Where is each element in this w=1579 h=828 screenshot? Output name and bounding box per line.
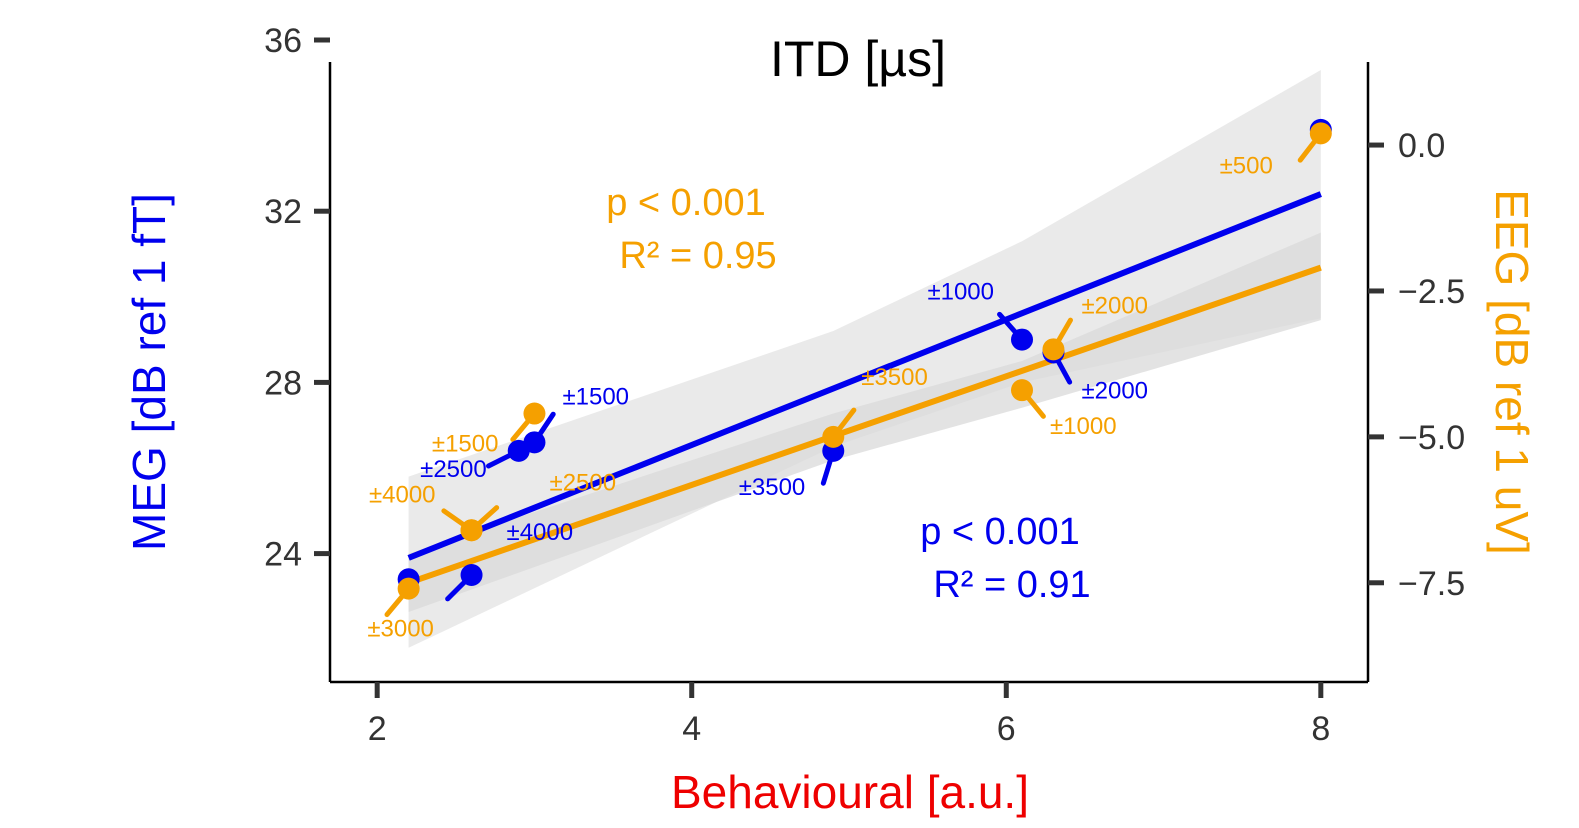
x-axis-label: Behavioural [a.u.] [671,766,1029,818]
y-right-tick-label: −5.0 [1398,419,1465,457]
eeg-point-label: ±3000 [367,616,434,643]
meg-point-label: ±4000 [507,519,574,546]
y-left-tick-label: 36 [264,22,302,60]
x-tick-label: 8 [1311,710,1330,748]
y-right-tick-label: 0.0 [1398,127,1445,165]
y-left-tick-label: 28 [264,364,302,402]
eeg-point [397,577,420,600]
meg-point-label: ±2000 [1081,377,1148,404]
confidence-bands [408,70,1321,648]
eeg-point [523,402,546,425]
eeg-point-label: ±4000 [369,481,436,508]
point-labels: ±4000±2500±1500±3500±1000±2000±3000±4000… [367,152,1272,642]
y-right-tick-label: −2.5 [1398,273,1465,311]
y-left-tick-label: 24 [264,536,302,574]
meg-point [460,564,483,586]
eeg-point [1042,338,1065,361]
data-points [397,118,1332,600]
x-tick-label: 2 [368,710,387,748]
eeg-r-squared: R² = 0.95 [619,235,776,277]
y-left-tick-label: 32 [264,193,302,231]
meg-fit-line [407,191,1322,561]
eeg-point-label: ±1500 [432,431,499,458]
meg-p-value: p < 0.001 [920,511,1080,553]
meg-point-label: ±2500 [420,456,487,483]
eeg-p-value: p < 0.001 [606,182,766,224]
x-tick-label: 4 [682,710,701,748]
eeg-point [1011,379,1033,402]
meg-r-squared: R² = 0.91 [933,564,1090,606]
eeg-point-label: ±500 [1220,152,1273,179]
eeg-point-label: ±1000 [1050,413,1117,440]
y-right-tick-label: −7.5 [1398,565,1465,603]
fit-lines [407,191,1322,586]
eeg-point [1309,122,1332,145]
eeg-point-label: ±2000 [1081,292,1148,319]
meg-point-label: ±3500 [739,474,806,501]
meg-point [1011,328,1033,351]
y-axis-left-label: MEG [dB ref 1 fT] [123,193,175,551]
y-axis-right-label: EEG [dB ref 1 uV] [1486,189,1538,555]
eeg-point-label: ±3500 [861,364,928,391]
x-tick-label: 6 [997,710,1016,748]
chart-title: ITD [µs] [770,31,946,87]
eeg-fit-line [407,264,1322,586]
meg-point [523,431,546,454]
eeg-point-label: ±2500 [550,469,617,496]
eeg-point [460,519,483,542]
eeg-point [822,425,845,448]
meg-point-label: ±1000 [927,279,994,306]
meg-point-label: ±1500 [562,383,629,410]
